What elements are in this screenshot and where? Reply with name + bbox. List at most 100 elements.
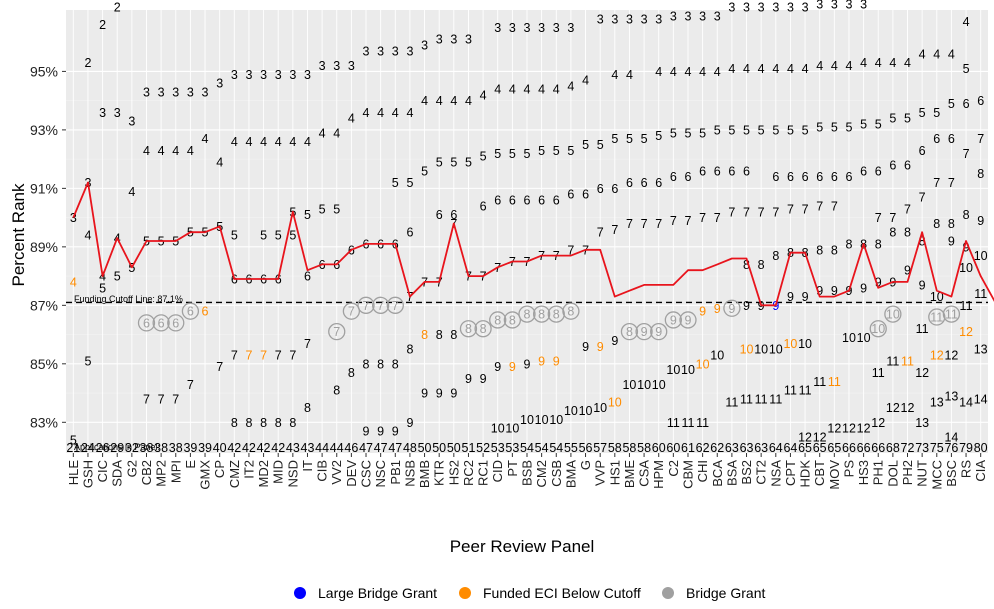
x-tick-label: CIB (315, 460, 330, 482)
rank-label: 3 (553, 21, 560, 35)
rank-label: 4 (845, 59, 852, 73)
rank-label: 3 (319, 59, 326, 73)
x-tick-label: NUT (915, 460, 930, 487)
rank-label: 9 (597, 340, 604, 354)
rank-label: 9 (904, 264, 911, 278)
bridge-grant-marker (928, 308, 946, 326)
rank-label-bridge: 8 (465, 322, 472, 336)
bridge-grant-marker (181, 302, 200, 320)
x-tick-label: HS2 (446, 460, 461, 485)
rank-label: 3 (363, 44, 370, 58)
rank-label: 11 (725, 395, 738, 409)
rank-label: 13 (944, 389, 958, 403)
applications-count: 63 (725, 441, 739, 455)
applications-count: 53 (491, 441, 505, 455)
rank-label: 7 (758, 205, 765, 219)
x-tick-label: G (578, 460, 593, 470)
rank-label: 7 (933, 176, 940, 190)
rank-label: 5 (714, 123, 721, 137)
bridge-grant-marker (342, 302, 361, 320)
rank-label: 9 (611, 334, 618, 348)
rank-label: 5 (70, 433, 77, 447)
rank-label: 5 (743, 123, 750, 137)
applications-count: 32 (125, 441, 139, 455)
legend: Large Bridge Grant Funded ECI Below Cutof… (294, 585, 765, 601)
rank-label: 8 (816, 243, 823, 257)
legend-label: Bridge Grant (686, 585, 765, 601)
bridge-grant-marker (620, 323, 639, 341)
rank-label-bridge: 8 (480, 322, 487, 336)
rank-label-bridge: 9 (641, 325, 648, 339)
rank-label: 8 (333, 384, 340, 398)
x-tick-label: MD2 (256, 460, 271, 487)
rank-label: 8 (436, 328, 443, 342)
rank-label: 6 (963, 97, 970, 111)
rank-label: 2 (114, 1, 121, 15)
applications-count: 51 (462, 441, 476, 455)
rank-label: 4 (70, 275, 77, 289)
rank-label: 13 (974, 343, 988, 357)
rank-label: 9 (465, 372, 472, 386)
applications-count: 54 (549, 441, 563, 455)
rank-label: 5 (436, 156, 443, 170)
rank-label: 4 (128, 185, 135, 199)
applications-count: 42 (271, 441, 285, 455)
rank-label-bridge: 8 (567, 305, 574, 319)
rank-label: 4 (889, 56, 896, 70)
x-tick-label: CPT (783, 460, 798, 486)
rank-label: 6 (685, 170, 692, 184)
rank-label: 6 (875, 164, 882, 178)
rank-label: 3 (831, 0, 838, 12)
applications-count: 73 (915, 441, 929, 455)
x-tick-label: RC1 (476, 460, 491, 486)
rank-label: 6 (597, 182, 604, 196)
rank-label: 4 (216, 156, 223, 170)
rank-label: 4 (611, 68, 618, 82)
rank-label: 14 (959, 395, 973, 409)
bridge-grant-marker (167, 314, 185, 332)
rank-label: 11 (828, 375, 841, 389)
rank-label: 5 (641, 132, 648, 146)
x-tick-label: G2 (124, 460, 139, 477)
rank-label: 11 (681, 416, 694, 430)
bridge-grant-marker (459, 320, 478, 338)
rank-label: 3 (509, 21, 516, 35)
applications-count: 44 (330, 441, 344, 455)
y-tick-label: 93% (30, 122, 58, 138)
applications-count: 40 (213, 441, 227, 455)
x-tick-label: NSB (402, 460, 417, 487)
rank-label: 14 (974, 392, 988, 406)
rank-label: 9 (816, 284, 823, 298)
rank-label: 3 (187, 85, 194, 99)
rank-label: 9 (421, 387, 428, 401)
bridge-grant-marker (357, 296, 375, 314)
rank-label: 4 (494, 82, 501, 96)
applications-count: 47 (374, 441, 388, 455)
y-axis-title: Percent Rank (9, 183, 28, 286)
rank-label: 12 (842, 422, 856, 436)
rank-label: 3 (538, 21, 545, 35)
rank-label: 8 (289, 416, 296, 430)
bridge-grant-marker (474, 320, 492, 338)
rank-label: 5 (567, 144, 574, 158)
rank-label: 7 (714, 211, 721, 225)
rank-label: 6 (699, 164, 706, 178)
applications-count: 39 (183, 441, 197, 455)
applications-count: 72 (901, 441, 915, 455)
x-axis-ticks: HLE GSH CIC SDA G2 CB2 MP2 MPI E GMX CP CMZ IT2 MD2 MI… (66, 453, 988, 490)
x-tick-label: BSB (520, 460, 535, 486)
rank-label: 4 (714, 65, 721, 79)
rank-label: 12 (930, 349, 944, 363)
applications-count: 38 (154, 441, 168, 455)
rank-label: 3 (845, 0, 852, 12)
bridge-grant-marker (650, 323, 668, 341)
x-tick-label: CT2 (754, 460, 769, 485)
rank-label: 4 (436, 94, 443, 108)
rank-label: 3 (245, 68, 252, 82)
rank-label: 12 (813, 430, 827, 444)
bridge-grant-marker (489, 311, 507, 329)
rank-label: 9 (524, 357, 531, 371)
rank-label: 3 (450, 33, 457, 47)
rank-label: 6 (582, 188, 589, 202)
cutoff-line-group: Funding Cutoff Line: 87.1% (66, 294, 988, 304)
